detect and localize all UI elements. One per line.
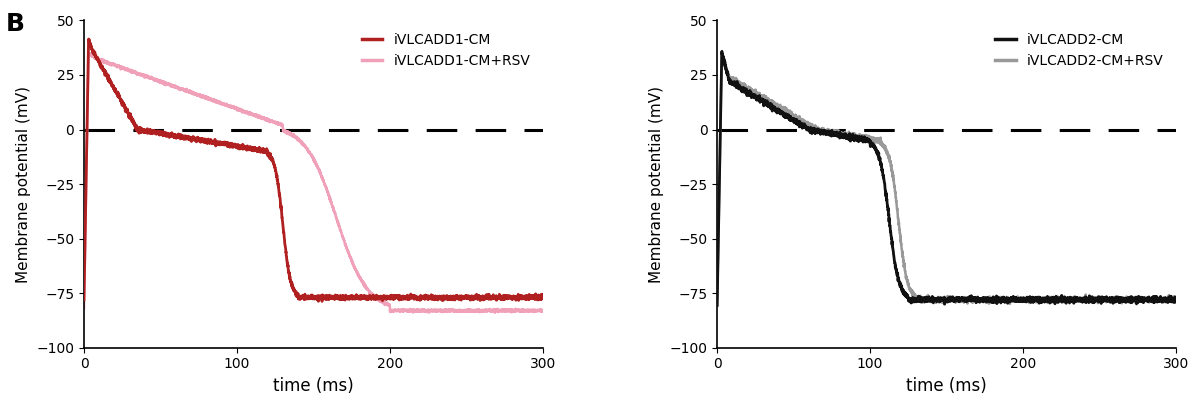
iVLCADD1-CM+RSV bbox=[253, 113, 268, 118]
iVLCADD1-CM+RSV bbox=[488, 310, 503, 315]
iVLCADD2-CM+RSV bbox=[762, 100, 776, 105]
iVLCADD2-CM bbox=[906, 295, 920, 300]
iVLCADD2-CM bbox=[715, 49, 730, 54]
iVLCADD2-CM bbox=[1110, 299, 1124, 303]
iVLCADD2-CM+RSV bbox=[886, 178, 900, 183]
Y-axis label: Membrane potential (mV): Membrane potential (mV) bbox=[649, 85, 664, 283]
iVLCADD2-CM bbox=[1169, 297, 1183, 301]
Line: iVLCADD2-CM+RSV: iVLCADD2-CM+RSV bbox=[718, 54, 1176, 304]
iVLCADD1-CM bbox=[156, 132, 170, 137]
iVLCADD2-CM+RSV bbox=[714, 51, 728, 56]
iVLCADD1-CM+RSV bbox=[156, 79, 170, 84]
iVLCADD1-CM+RSV bbox=[527, 308, 541, 312]
iVLCADD1-CM bbox=[478, 296, 492, 301]
Text: B: B bbox=[6, 12, 25, 36]
iVLCADD1-CM+RSV bbox=[535, 309, 550, 314]
iVLCADD1-CM bbox=[535, 295, 550, 300]
iVLCADD1-CM bbox=[314, 299, 329, 304]
iVLCADD2-CM bbox=[710, 303, 725, 308]
iVLCADD2-CM+RSV bbox=[906, 290, 920, 294]
iVLCADD2-CM+RSV bbox=[1160, 297, 1175, 302]
iVLCADD1-CM+RSV bbox=[272, 121, 287, 126]
iVLCADD2-CM bbox=[886, 248, 900, 253]
Line: iVLCADD1-CM+RSV: iVLCADD1-CM+RSV bbox=[84, 53, 542, 313]
iVLCADD1-CM bbox=[272, 195, 287, 200]
iVLCADD1-CM+RSV bbox=[77, 306, 91, 311]
iVLCADD2-CM+RSV bbox=[1169, 297, 1183, 302]
Legend: iVLCADD1-CM, iVLCADD1-CM+RSV: iVLCADD1-CM, iVLCADD1-CM+RSV bbox=[356, 27, 536, 74]
X-axis label: time (ms): time (ms) bbox=[274, 377, 354, 395]
iVLCADD1-CM+RSV bbox=[82, 50, 96, 55]
iVLCADD1-CM+RSV bbox=[130, 72, 144, 76]
Line: iVLCADD2-CM: iVLCADD2-CM bbox=[718, 51, 1176, 306]
iVLCADD2-CM bbox=[762, 103, 776, 108]
iVLCADD1-CM bbox=[77, 297, 91, 302]
iVLCADD2-CM bbox=[1160, 297, 1175, 301]
iVLCADD2-CM+RSV bbox=[790, 115, 804, 120]
iVLCADD1-CM bbox=[130, 127, 144, 132]
iVLCADD1-CM bbox=[82, 36, 96, 41]
iVLCADD2-CM bbox=[790, 119, 804, 124]
X-axis label: time (ms): time (ms) bbox=[906, 377, 986, 395]
Y-axis label: Membrane potential (mV): Membrane potential (mV) bbox=[16, 85, 31, 283]
iVLCADD2-CM+RSV bbox=[710, 302, 725, 307]
Legend: iVLCADD2-CM, iVLCADD2-CM+RSV: iVLCADD2-CM, iVLCADD2-CM+RSV bbox=[989, 27, 1169, 74]
iVLCADD1-CM+RSV bbox=[478, 308, 492, 313]
iVLCADD1-CM bbox=[253, 147, 268, 152]
Line: iVLCADD1-CM: iVLCADD1-CM bbox=[84, 39, 542, 301]
iVLCADD1-CM bbox=[527, 293, 541, 298]
iVLCADD2-CM+RSV bbox=[1110, 297, 1124, 302]
